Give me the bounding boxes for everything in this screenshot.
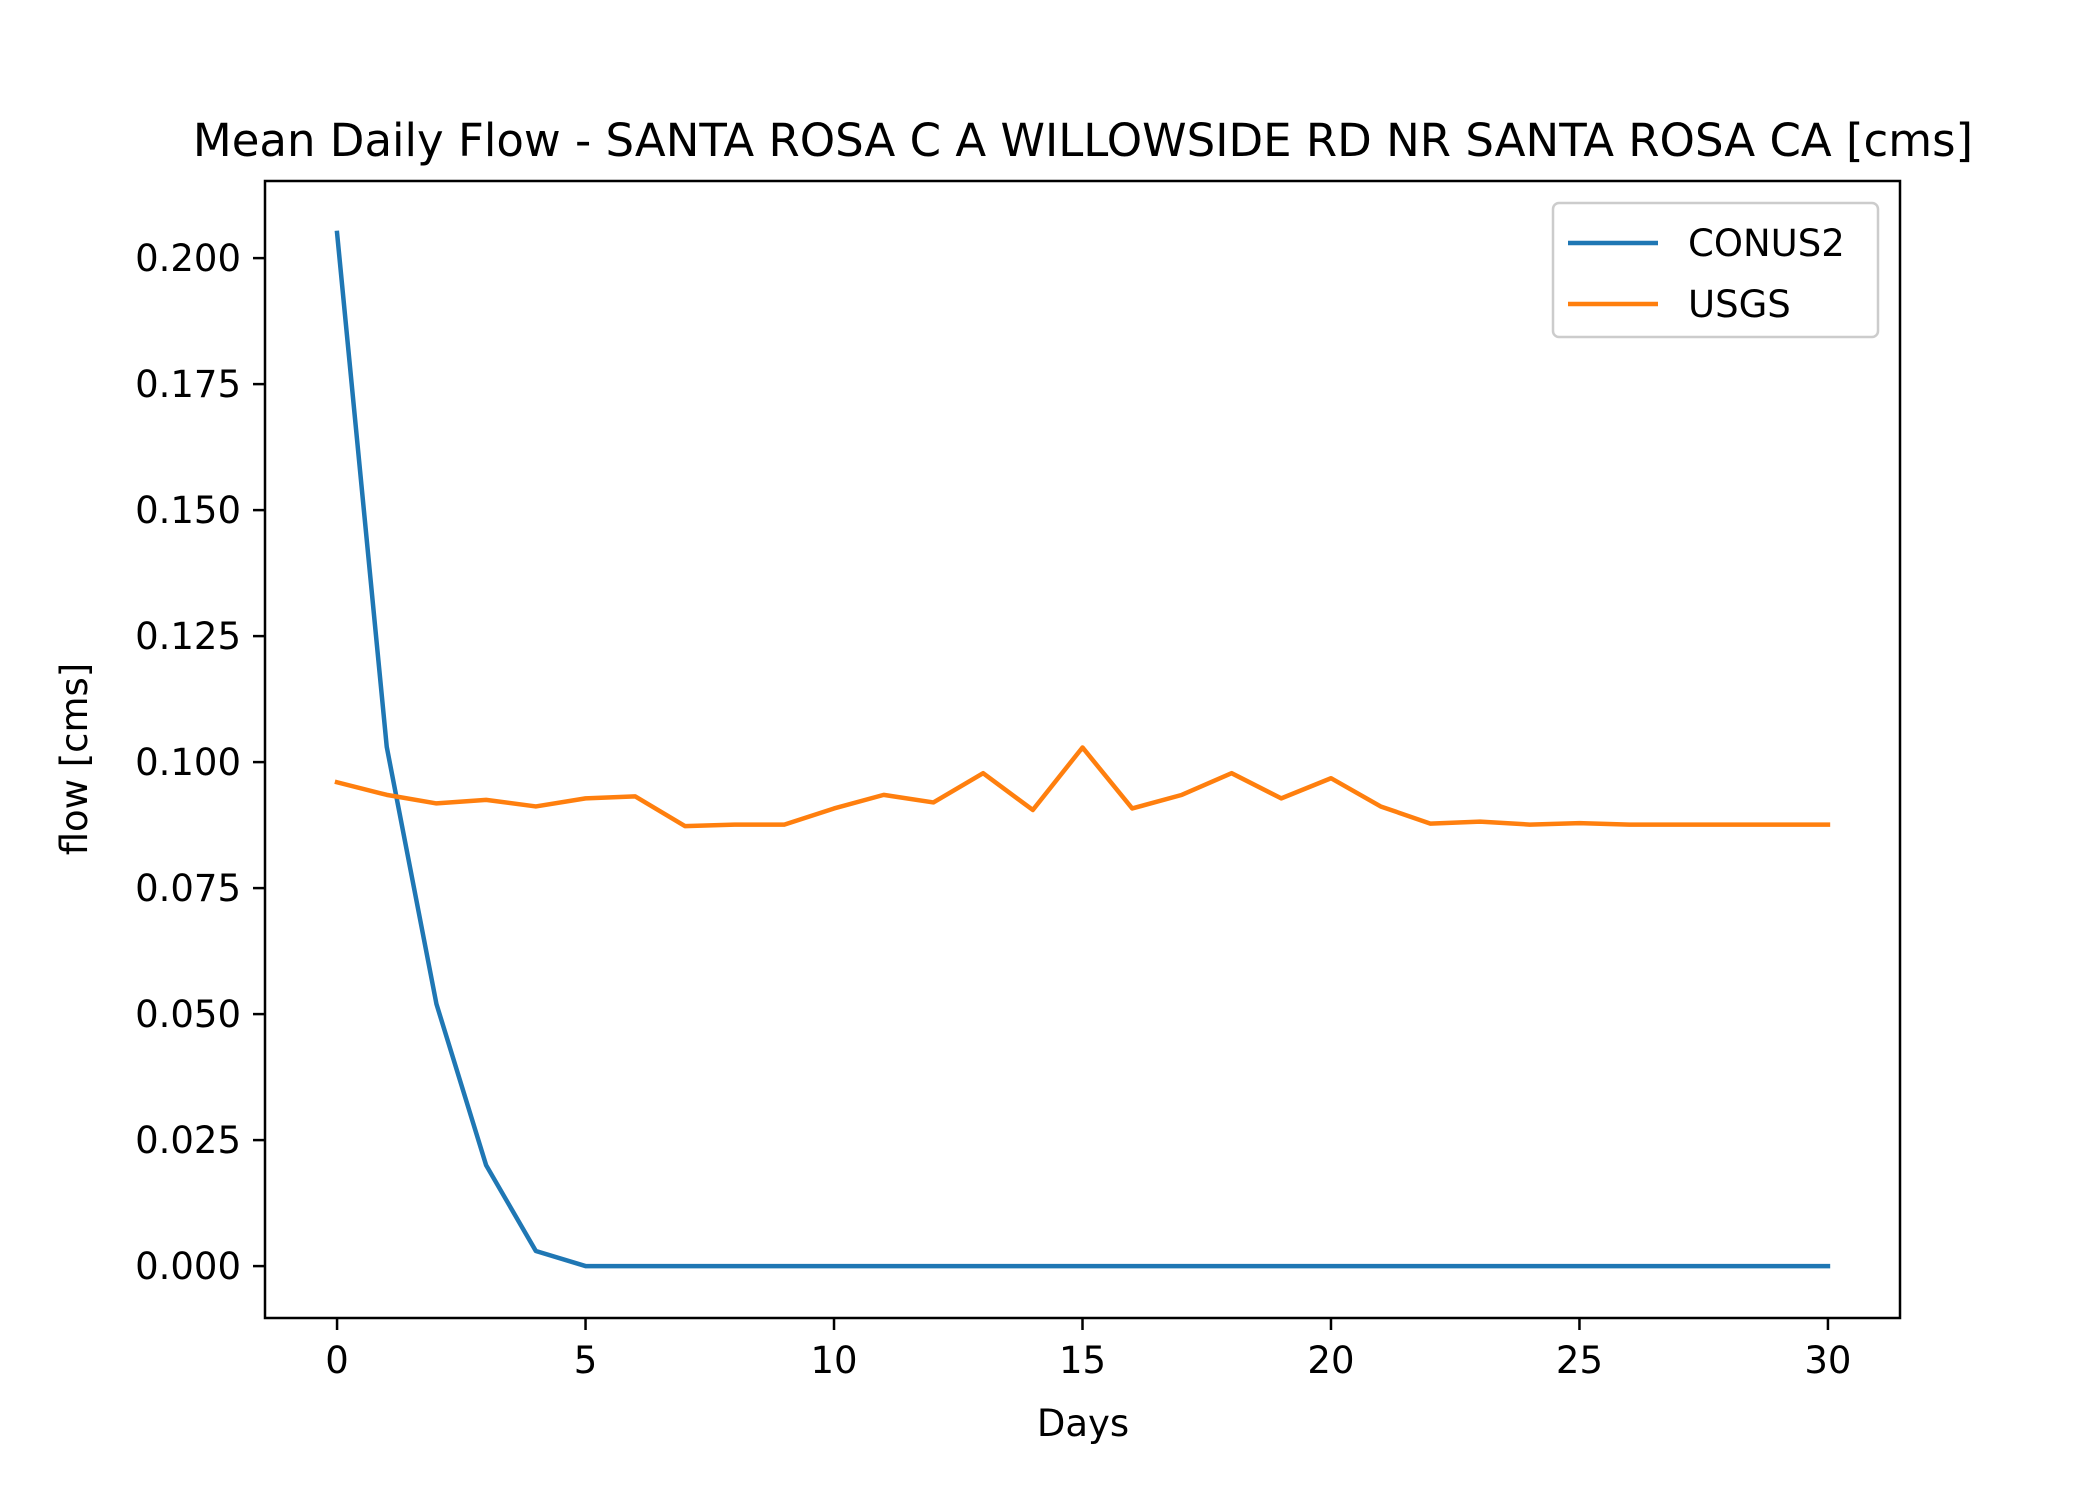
x-axis-title: Days (1037, 1402, 1129, 1445)
legend-label-usgs: USGS (1688, 283, 1791, 326)
x-tick-label: 15 (1059, 1339, 1106, 1382)
x-tick-label: 30 (1804, 1339, 1851, 1382)
chart-title: Mean Daily Flow - SANTA ROSA C A WILLOWS… (193, 114, 1973, 167)
y-tick-label: 0.175 (135, 363, 241, 406)
y-tick-label: 0.050 (135, 993, 241, 1036)
legend: CONUS2 USGS (1553, 203, 1878, 337)
y-tick-label: 0.025 (135, 1119, 241, 1162)
x-tick-label: 5 (574, 1339, 598, 1382)
y-tick-label: 0.200 (135, 237, 241, 280)
x-tick-label: 20 (1307, 1339, 1354, 1382)
legend-label-conus2: CONUS2 (1688, 222, 1845, 265)
x-tick-label: 25 (1556, 1339, 1603, 1382)
x-tick-label: 0 (325, 1339, 349, 1382)
y-tick-label: 0.000 (135, 1245, 241, 1288)
y-axis-title: flow [cms] (53, 663, 96, 856)
x-tick-label: 10 (810, 1339, 857, 1382)
y-tick-label: 0.100 (135, 741, 241, 784)
y-tick-label: 0.075 (135, 867, 241, 910)
y-tick-label: 0.150 (135, 489, 241, 532)
y-tick-label: 0.125 (135, 615, 241, 658)
